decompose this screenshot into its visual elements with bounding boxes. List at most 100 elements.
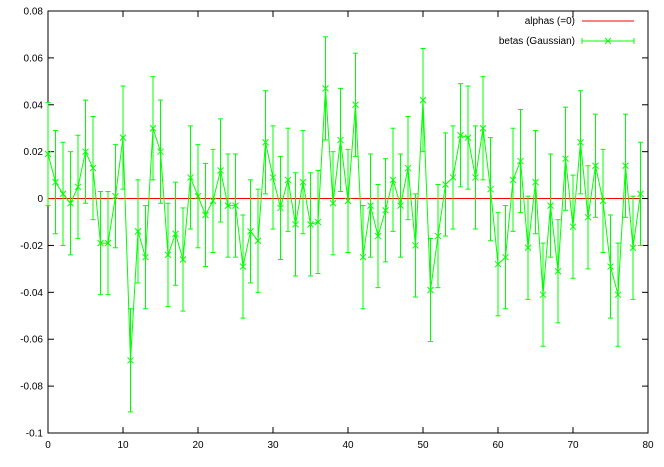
marker-stroke [59, 190, 67, 198]
data-point-marker [532, 178, 539, 186]
marker-stroke [164, 251, 172, 259]
marker-stroke [509, 176, 517, 184]
marker-stroke [194, 192, 202, 200]
data-point-marker [457, 131, 464, 139]
legend-betas-marker [604, 37, 612, 45]
marker-stroke [187, 174, 194, 181]
y-tick-label: -0.1 [26, 429, 44, 440]
data-point-marker [194, 192, 202, 200]
data-point-marker [149, 124, 157, 132]
marker-stroke [419, 96, 427, 104]
data-point-marker [337, 136, 344, 144]
marker-stroke [224, 202, 232, 209]
legend-label-alphas: alphas (=0) [525, 16, 575, 27]
marker-stroke [269, 174, 277, 181]
marker-stroke [52, 178, 59, 186]
marker-stroke [577, 138, 584, 146]
marker-stroke [127, 356, 134, 364]
series-layer [44, 36, 644, 413]
data-point-marker [584, 213, 592, 221]
data-point-marker [52, 178, 59, 186]
data-point-marker [427, 286, 434, 294]
data-point-marker [577, 138, 584, 146]
marker-stroke [517, 157, 524, 165]
x-tick-label: 60 [492, 440, 504, 451]
ticks-layer: 0 10 20 30 40 50 60 70 80 -0.1 -0.08 -0.06 -0.04 -0.0… [20, 7, 654, 452]
marker-stroke [554, 267, 562, 275]
data-point-marker [232, 202, 239, 209]
marker-stroke [299, 178, 307, 186]
marker-stroke [389, 176, 397, 184]
marker-stroke [104, 239, 112, 247]
marker-stroke [532, 178, 539, 186]
marker-stroke [67, 199, 74, 207]
data-point-marker [44, 150, 52, 158]
marker-stroke [247, 228, 254, 235]
marker-stroke [97, 239, 104, 247]
x-tick-label: 30 [267, 440, 279, 451]
data-point-marker [247, 228, 254, 235]
marker-stroke [74, 183, 82, 191]
marker-stroke [607, 263, 614, 270]
data-point-marker [404, 164, 412, 172]
data-point-marker [524, 244, 532, 252]
data-point-marker [359, 253, 367, 261]
marker-stroke [329, 199, 337, 207]
data-point-marker [502, 253, 509, 261]
data-point-marker [142, 253, 149, 261]
data-point-marker [74, 183, 82, 191]
data-point-marker [164, 251, 172, 259]
data-point-marker [622, 162, 629, 170]
marker-stroke [82, 148, 89, 156]
data-point-marker [509, 176, 517, 184]
marker-stroke [502, 253, 509, 261]
data-point-marker [344, 197, 352, 205]
y-tick-label: -0.08 [20, 382, 43, 393]
x-tick-label: 80 [642, 440, 654, 451]
data-point-marker [547, 202, 554, 209]
marker-stroke [119, 134, 127, 141]
data-point-marker [202, 211, 209, 219]
data-point-marker [607, 263, 614, 270]
marker-stroke [524, 244, 532, 252]
marker-stroke [637, 190, 644, 198]
x-tick-label: 70 [567, 440, 579, 451]
data-point-marker [59, 190, 67, 198]
marker-stroke [112, 192, 119, 200]
marker-stroke [442, 181, 449, 188]
x-tick-label: 20 [192, 440, 204, 451]
marker-stroke [337, 136, 344, 144]
marker-stroke [434, 232, 442, 240]
data-point-marker [412, 242, 419, 249]
marker-stroke [254, 237, 262, 245]
data-point-marker [472, 174, 479, 181]
marker-stroke [179, 256, 187, 263]
marker-stroke [472, 174, 479, 181]
marker-stroke [479, 124, 487, 132]
data-point-marker [479, 124, 487, 132]
data-point-marker [322, 85, 329, 92]
data-point-marker [134, 228, 142, 235]
marker-stroke [209, 197, 217, 205]
marker-stroke [569, 223, 577, 231]
marker-stroke [322, 85, 329, 92]
marker-stroke [89, 164, 97, 172]
data-point-marker [599, 197, 607, 205]
marker-stroke [374, 232, 382, 240]
x-tick-label: 0 [45, 440, 51, 451]
marker-stroke [464, 134, 472, 141]
data-point-marker [224, 202, 232, 209]
marker-stroke [599, 197, 607, 205]
marker-stroke [457, 131, 464, 139]
data-point-marker [157, 148, 164, 156]
data-point-marker [89, 164, 97, 172]
data-point-marker [299, 178, 307, 186]
data-point-marker [82, 148, 89, 156]
y-tick-label: 0.06 [24, 53, 44, 64]
marker-stroke [142, 253, 149, 261]
data-point-marker [97, 239, 104, 247]
data-point-marker [614, 291, 622, 299]
x-tick-label: 50 [417, 440, 429, 451]
marker-stroke [562, 155, 569, 163]
